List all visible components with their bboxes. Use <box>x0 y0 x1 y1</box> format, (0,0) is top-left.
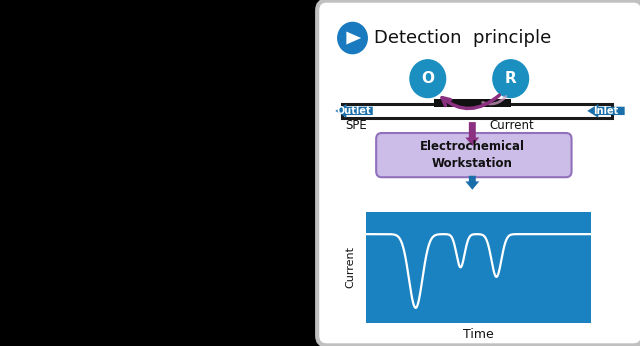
Circle shape <box>493 60 529 98</box>
Text: Electrochemical
Workstation: Electrochemical Workstation <box>420 140 525 170</box>
Text: O: O <box>421 71 435 86</box>
Text: SPE: SPE <box>345 119 367 132</box>
FancyBboxPatch shape <box>342 104 612 118</box>
FancyArrowPatch shape <box>483 97 506 104</box>
FancyArrowPatch shape <box>588 104 625 118</box>
FancyBboxPatch shape <box>434 100 511 107</box>
Text: Current: Current <box>346 246 355 288</box>
FancyArrowPatch shape <box>465 176 479 190</box>
FancyArrowPatch shape <box>442 95 499 109</box>
Circle shape <box>410 60 445 98</box>
Text: Detection  principle: Detection principle <box>374 29 551 47</box>
FancyArrowPatch shape <box>465 122 479 146</box>
Text: Current: Current <box>489 119 534 132</box>
FancyBboxPatch shape <box>317 1 640 345</box>
Polygon shape <box>346 31 361 45</box>
FancyArrowPatch shape <box>335 104 372 118</box>
Text: Inlet: Inlet <box>593 106 619 116</box>
Circle shape <box>338 22 367 54</box>
Text: R: R <box>505 71 516 86</box>
Text: Outlet: Outlet <box>337 106 371 116</box>
Text: Time: Time <box>463 328 494 341</box>
FancyBboxPatch shape <box>376 133 572 177</box>
